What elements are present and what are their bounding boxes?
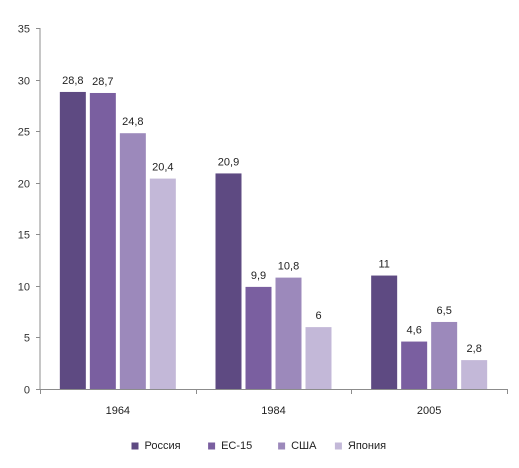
legend-item: США — [278, 440, 317, 452]
y-tick-label: 30 — [18, 76, 30, 88]
legend-label: США — [291, 440, 317, 452]
legend-label: Япония — [348, 440, 386, 452]
bars — [59, 91, 488, 389]
bar — [461, 360, 488, 389]
bar — [401, 341, 428, 389]
y-axis: 0 5 10 15 20 25 30 35 — [18, 24, 41, 397]
y-tick-label: 15 — [18, 230, 30, 242]
legend: Россия ЕС-15 США Япония — [131, 440, 386, 452]
bar — [215, 173, 242, 389]
data-label: 9,9 — [251, 270, 266, 282]
bar — [119, 133, 146, 389]
y-tick-label: 10 — [18, 282, 30, 294]
bar — [89, 92, 116, 389]
legend-swatch — [208, 442, 216, 450]
x-tick-label: 2005 — [417, 405, 441, 417]
bar — [275, 277, 302, 389]
bar — [59, 91, 86, 389]
data-label: 20,9 — [218, 156, 239, 168]
bar — [305, 327, 332, 389]
bar — [431, 321, 458, 389]
legend-label: Россия — [145, 440, 181, 452]
legend-swatch — [278, 442, 286, 450]
data-label: 24,8 — [122, 116, 143, 128]
y-tick-label: 20 — [18, 179, 30, 191]
data-label: 11 — [378, 259, 389, 271]
legend-item: Япония — [334, 440, 386, 452]
legend-item: ЕС-15 — [208, 440, 252, 452]
legend-item: Россия — [131, 440, 181, 452]
x-axis: 1964 1984 2005 — [40, 389, 508, 417]
x-tick-label: 1984 — [261, 405, 285, 417]
data-label: 28,8 — [62, 75, 83, 87]
data-label: 10,8 — [278, 261, 299, 273]
legend-swatch — [131, 442, 139, 450]
data-label: 4,6 — [407, 325, 422, 337]
data-label: 20,4 — [152, 162, 173, 174]
y-tick-label: 35 — [18, 24, 30, 36]
data-label: 28,7 — [92, 76, 113, 88]
bar — [371, 275, 398, 389]
bar — [149, 178, 176, 389]
legend-swatch — [334, 442, 342, 450]
data-label: 6,5 — [437, 305, 452, 317]
y-tick-label: 25 — [18, 127, 30, 139]
bar — [245, 286, 272, 389]
data-label: 6 — [315, 310, 321, 322]
data-labels: 28,8 28,7 24,8 20,4 20,9 9,9 10,8 6 11 4,6 6,5 2,8 — [62, 75, 482, 355]
legend-label: ЕС-15 — [221, 440, 252, 452]
y-tick-label: 5 — [24, 333, 30, 345]
x-tick-label: 1964 — [106, 405, 130, 417]
data-label: 2,8 — [467, 343, 482, 355]
y-tick-label: 0 — [24, 385, 30, 397]
